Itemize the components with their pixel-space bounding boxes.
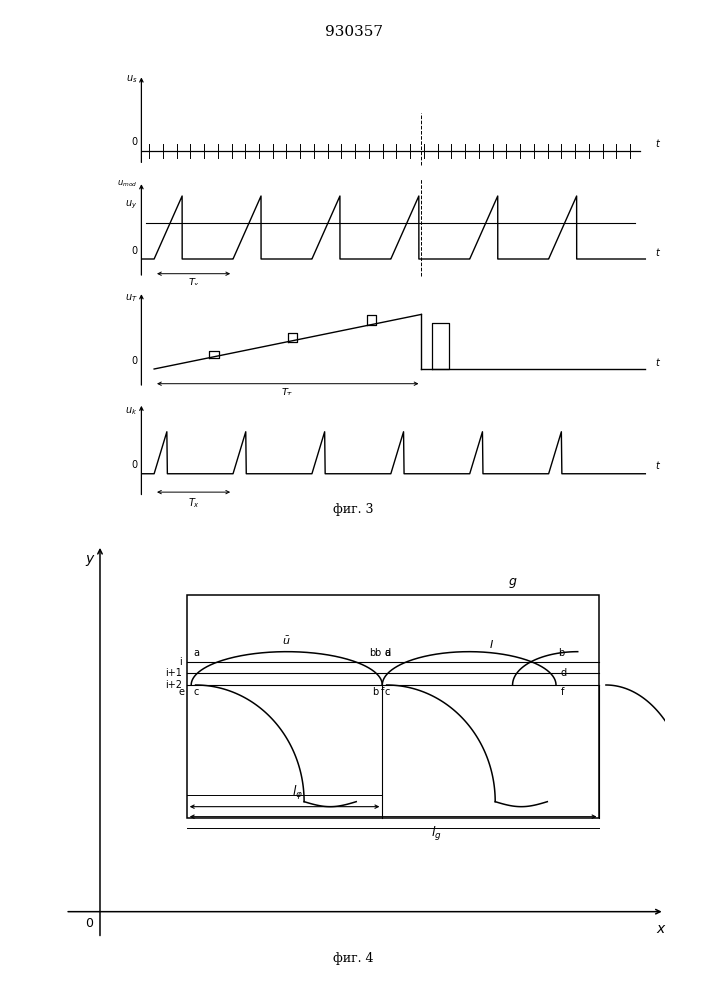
Text: 0: 0 bbox=[132, 356, 137, 366]
Text: b: b bbox=[370, 648, 376, 658]
Text: $T_x$: $T_x$ bbox=[187, 277, 199, 290]
Text: $l_{\varphi}$: $l_{\varphi}$ bbox=[292, 784, 303, 802]
Text: f: f bbox=[561, 687, 563, 697]
Text: a: a bbox=[194, 648, 199, 658]
Text: b: b bbox=[559, 648, 564, 658]
Text: t: t bbox=[655, 248, 660, 258]
Text: a: a bbox=[385, 648, 390, 658]
Text: 930357: 930357 bbox=[325, 25, 382, 39]
Text: e: e bbox=[179, 687, 185, 697]
Text: f: f bbox=[380, 687, 384, 697]
Text: $u_s$: $u_s$ bbox=[126, 73, 137, 85]
Text: c: c bbox=[385, 687, 390, 697]
Text: $u_T$: $u_T$ bbox=[124, 292, 137, 304]
Text: I: I bbox=[489, 640, 493, 650]
Text: 0: 0 bbox=[132, 460, 137, 470]
Text: фиг. 4: фиг. 4 bbox=[333, 952, 374, 965]
Text: g: g bbox=[508, 575, 517, 588]
Text: фиг. 3: фиг. 3 bbox=[333, 503, 374, 516]
Text: i+1: i+1 bbox=[165, 668, 182, 678]
Text: i+2: i+2 bbox=[165, 680, 182, 690]
Text: 0: 0 bbox=[86, 917, 93, 930]
Text: $u_k$: $u_k$ bbox=[125, 405, 137, 417]
Text: i: i bbox=[179, 657, 182, 667]
Text: y: y bbox=[86, 552, 93, 566]
Text: 0: 0 bbox=[132, 137, 137, 147]
Text: x: x bbox=[656, 922, 665, 936]
Bar bbox=[187, 595, 600, 818]
Text: b: b bbox=[374, 648, 380, 658]
Text: b: b bbox=[372, 687, 378, 697]
Text: $u_y$: $u_y$ bbox=[125, 198, 137, 211]
Text: $\bar{u}$: $\bar{u}$ bbox=[283, 634, 291, 647]
Text: c: c bbox=[194, 687, 199, 697]
Text: $T_T$: $T_T$ bbox=[281, 387, 294, 400]
Text: d: d bbox=[561, 668, 566, 678]
Text: $T_x$: $T_x$ bbox=[187, 496, 199, 510]
Text: $u_{mod}$: $u_{mod}$ bbox=[117, 178, 137, 189]
Text: t: t bbox=[655, 139, 660, 149]
Text: t: t bbox=[655, 461, 660, 471]
Text: 0: 0 bbox=[132, 246, 137, 256]
Text: t: t bbox=[655, 358, 660, 368]
Text: $l_g$: $l_g$ bbox=[431, 825, 442, 843]
Text: d: d bbox=[385, 648, 390, 658]
